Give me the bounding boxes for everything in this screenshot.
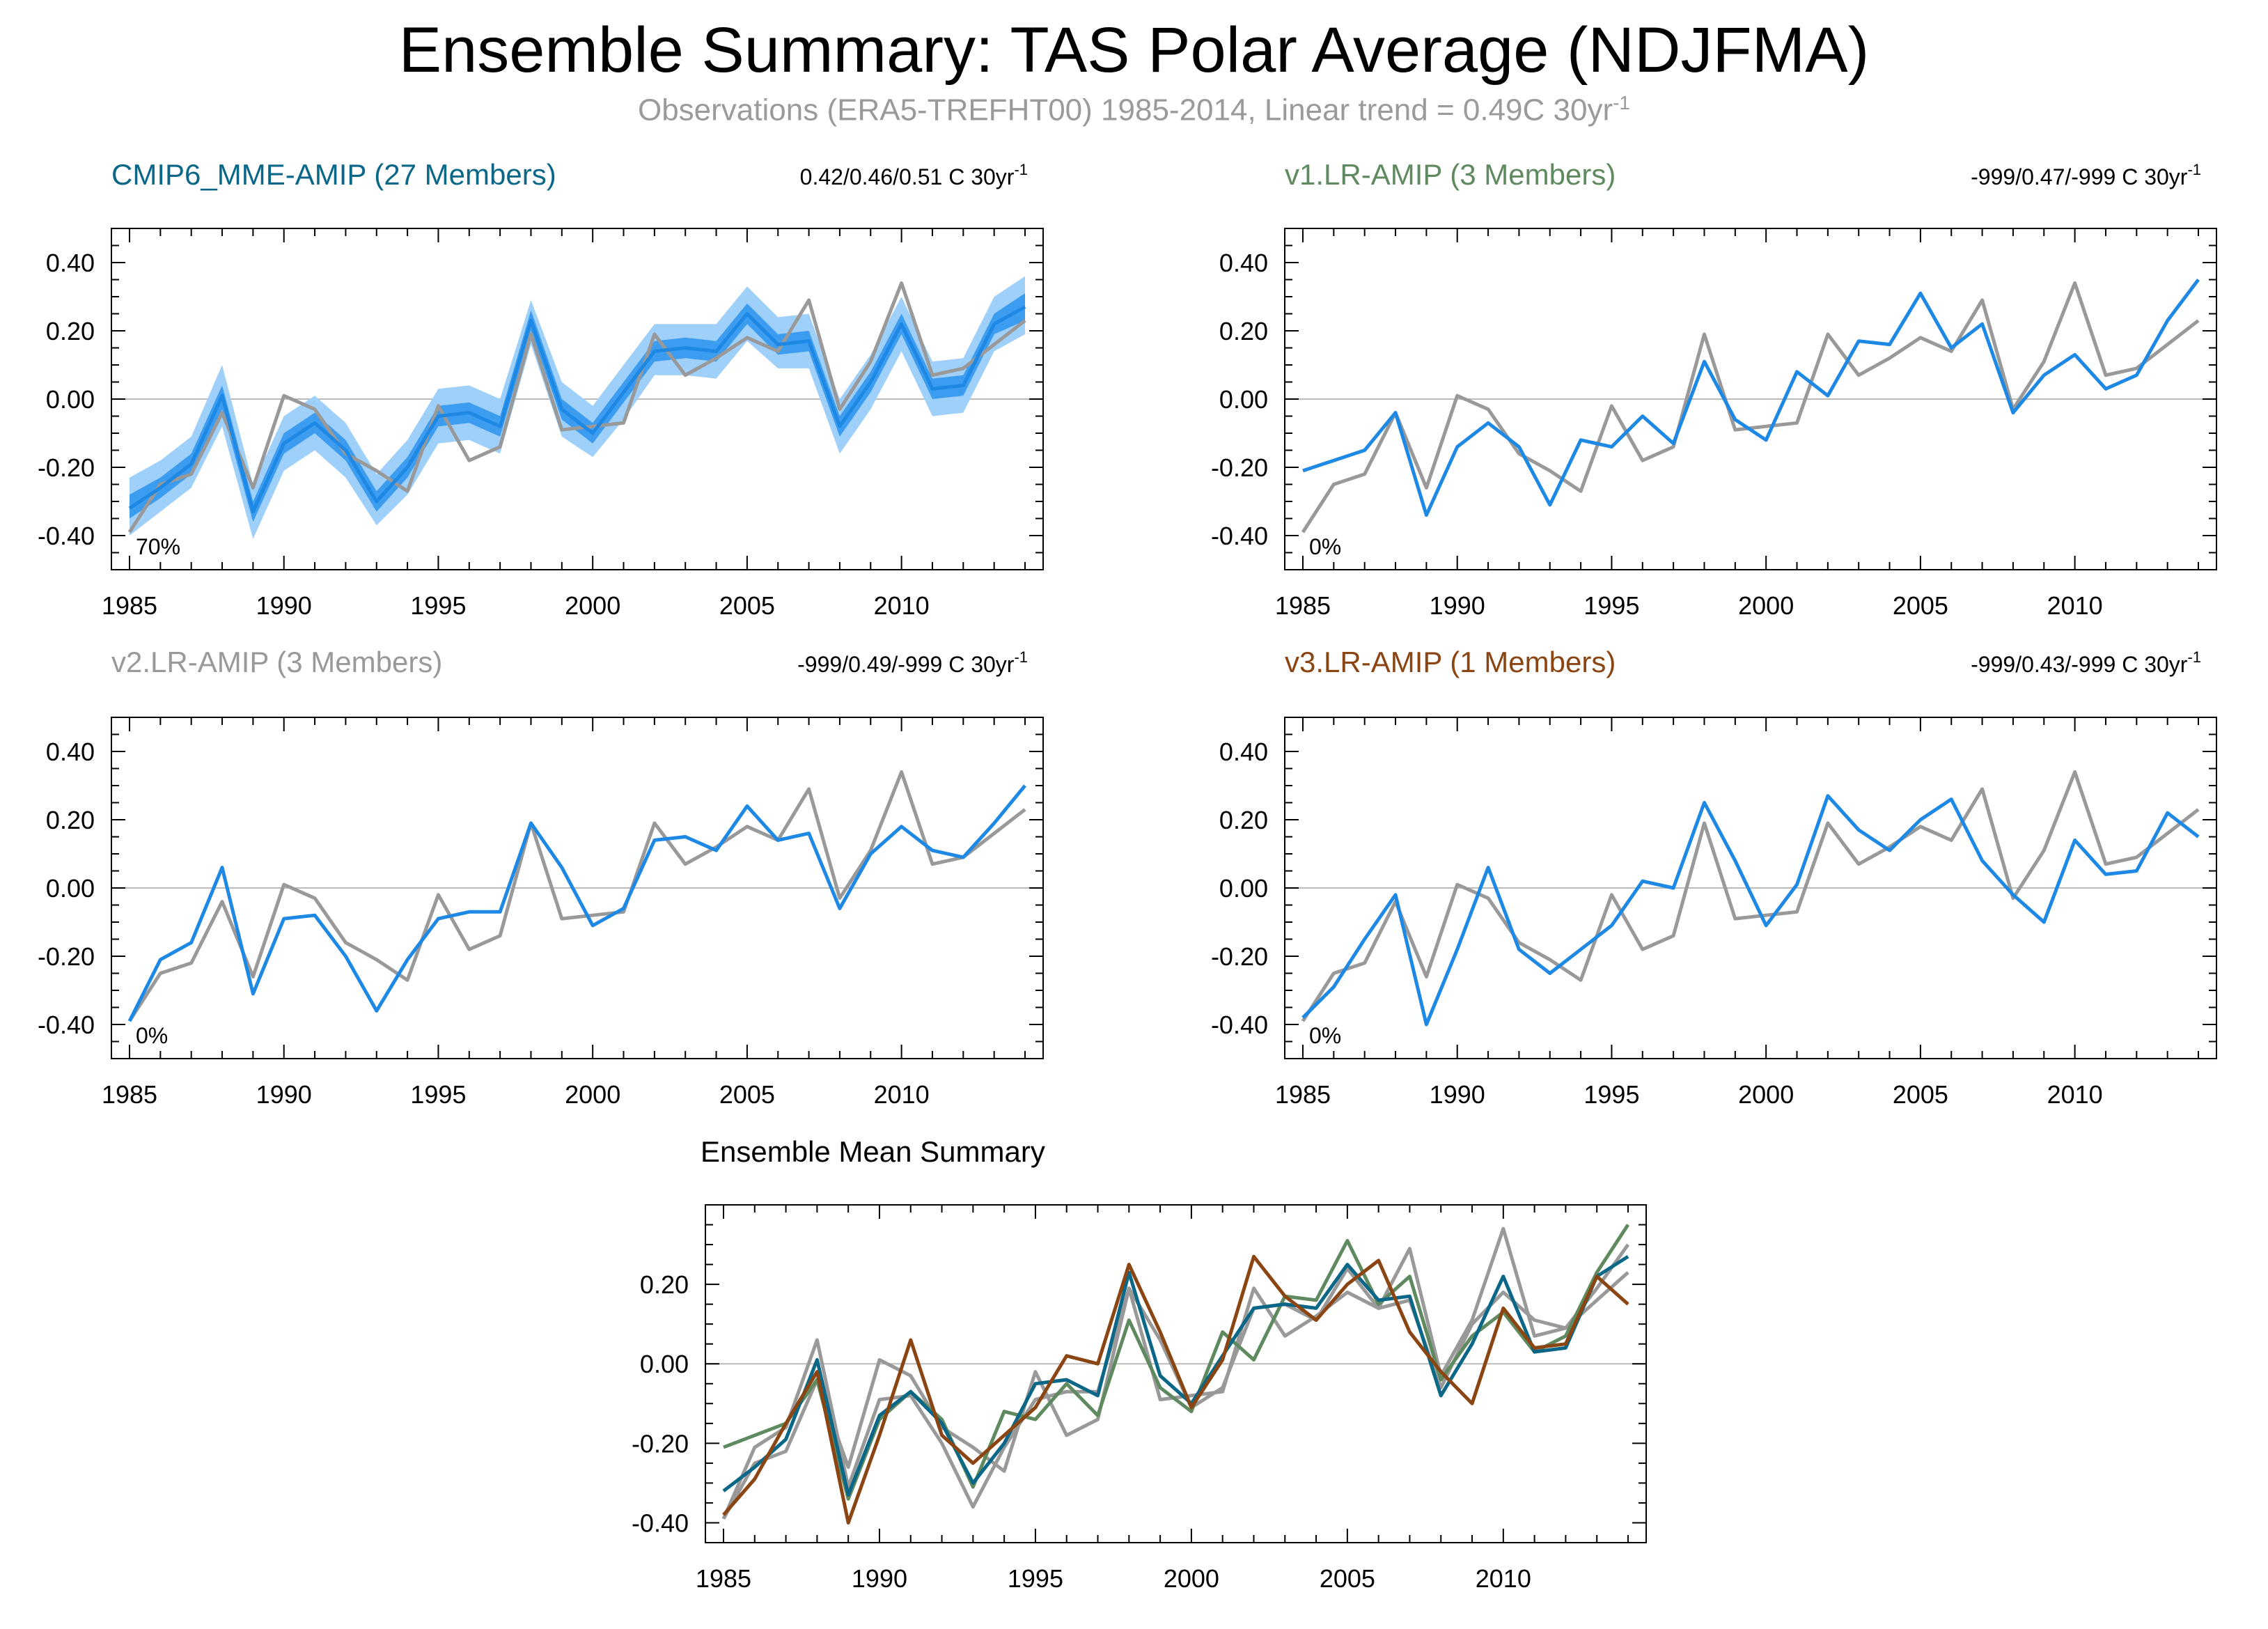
x-tick-label: 1985	[1275, 1080, 1331, 1109]
observation-line	[1301, 770, 2200, 1022]
y-tick-label: 0.20	[640, 1270, 689, 1299]
y-tick-label: -0.20	[632, 1429, 689, 1458]
x-tick-label: 1985	[102, 591, 157, 620]
y-tick-label: 0.40	[1219, 738, 1268, 766]
y-tick-label: -0.40	[1211, 522, 1268, 550]
x-tick-label: 2005	[1893, 1080, 1948, 1109]
model-mean-line	[1301, 794, 2200, 1027]
x-tick-label: 1990	[256, 1080, 312, 1109]
x-tick-label: 2000	[565, 591, 620, 620]
y-tick-label: 0.40	[46, 738, 95, 766]
y-tick-label: 0.20	[46, 806, 95, 834]
panel-title: v2.LR-AMIP (3 Members)	[111, 646, 442, 678]
x-tick-label: 2000	[1164, 1564, 1219, 1593]
y-tick-label: 0.40	[46, 249, 95, 277]
subtitle-superscript: -1	[1613, 92, 1631, 114]
panel-title: v3.LR-AMIP (1 Members)	[1285, 646, 1616, 678]
main-title: Ensemble Summary: TAS Polar Average (NDJ…	[398, 15, 1870, 86]
x-tick-label: 2005	[1893, 591, 1948, 620]
subtitle-text: Observations (ERA5-TREFHT00) 1985-2014, …	[637, 93, 1613, 127]
y-tick-label: -0.20	[38, 942, 95, 971]
y-tick-label: -0.40	[38, 522, 95, 550]
x-tick-label: 2010	[2047, 1080, 2103, 1109]
x-tick-label: 2000	[1738, 1080, 1794, 1109]
x-tick-label: 1990	[1430, 591, 1485, 620]
trend-label: -999/0.47/-999 C 30yr-1	[1971, 161, 2201, 189]
y-tick-label: -0.40	[38, 1011, 95, 1039]
y-tick-label: -0.20	[1211, 453, 1268, 482]
x-tick-label: 1985	[1275, 591, 1331, 620]
x-tick-label: 2005	[719, 591, 775, 620]
y-tick-label: -0.40	[632, 1509, 689, 1537]
spread-band-outer	[130, 276, 1025, 539]
y-tick-label: 0.00	[1219, 385, 1268, 414]
panel-title: v1.LR-AMIP (3 Members)	[1285, 158, 1616, 191]
subtitle: Observations (ERA5-TREFHT00) 1985-2014, …	[0, 92, 2268, 128]
y-tick-label: 0.00	[640, 1350, 689, 1378]
x-tick-label: 1995	[410, 1080, 466, 1109]
y-tick-label: 0.00	[46, 874, 95, 903]
observation-line	[127, 770, 1026, 1022]
panel-2: 0.40 0.20 0.00 -0.20 -0.40 1985 1990 1995 2000 20…	[1211, 158, 2217, 620]
summary-series-line-5	[722, 1254, 1629, 1525]
model-mean-line	[1302, 278, 2200, 517]
y-tick-label: -0.40	[1211, 1011, 1268, 1039]
x-tick-label: 2010	[874, 591, 930, 620]
y-tick-label: -0.20	[38, 453, 95, 482]
x-tick-label: 1995	[1008, 1564, 1063, 1593]
y-tick-label: 0.20	[46, 317, 95, 345]
percent-label: 0%	[136, 1023, 168, 1048]
x-tick-label: 2010	[1476, 1564, 1531, 1593]
x-tick-label: 1995	[410, 591, 466, 620]
panel-title: Ensemble Mean Summary	[701, 1135, 1045, 1168]
x-tick-label: 2010	[874, 1080, 930, 1109]
trend-label: -999/0.49/-999 C 30yr-1	[797, 648, 1028, 677]
model-mean-line	[127, 784, 1026, 1022]
y-tick-label: 0.00	[46, 385, 95, 414]
summary-series-line-2	[721, 1243, 1630, 1520]
percent-label: 70%	[136, 534, 180, 559]
summary-series-line-4	[722, 1255, 1629, 1497]
x-tick-label: 2000	[1738, 591, 1794, 620]
plot-frame	[705, 1204, 1647, 1543]
panel-4: 0.40 0.20 0.00 -0.20 -0.40 1985 1990 1995 2000 20…	[1211, 646, 2217, 1109]
panel-title: CMIP6_MME-AMIP (27 Members)	[111, 158, 556, 191]
percent-label: 0%	[1309, 534, 1341, 559]
x-tick-label: 2005	[719, 1080, 775, 1109]
y-tick-label: 0.20	[1219, 317, 1268, 345]
y-tick-label: 0.00	[1219, 874, 1268, 903]
x-tick-label: 1985	[102, 1080, 157, 1109]
x-tick-label: 2010	[2047, 591, 2103, 620]
trend-label: 0.42/0.46/0.51 C 30yr-1	[800, 161, 1028, 189]
x-tick-label: 2000	[565, 1080, 620, 1109]
x-tick-label: 2005	[1320, 1564, 1375, 1593]
x-tick-label: 1990	[852, 1564, 907, 1593]
x-tick-label: 1990	[1430, 1080, 1485, 1109]
y-tick-label: 0.20	[1219, 806, 1268, 834]
observation-line	[127, 281, 1026, 533]
x-tick-label: 1995	[1583, 1080, 1639, 1109]
percent-label: 0%	[1309, 1023, 1341, 1048]
panel-3: 0.40 0.20 0.00 -0.20 -0.40 1985 1990 1995 2000 20…	[38, 646, 1044, 1109]
x-tick-label: 1990	[256, 591, 312, 620]
y-tick-label: -0.20	[1211, 942, 1268, 971]
x-tick-label: 1985	[696, 1564, 751, 1593]
model-mean-line	[128, 305, 1026, 514]
x-tick-label: 1995	[1583, 591, 1639, 620]
panel-1: 0.40 0.20 0.00 -0.20 -0.40 1985 1990 1995 2000 20…	[38, 158, 1044, 620]
trend-label: -999/0.43/-999 C 30yr-1	[1971, 648, 2201, 677]
y-tick-label: 0.40	[1219, 249, 1268, 277]
